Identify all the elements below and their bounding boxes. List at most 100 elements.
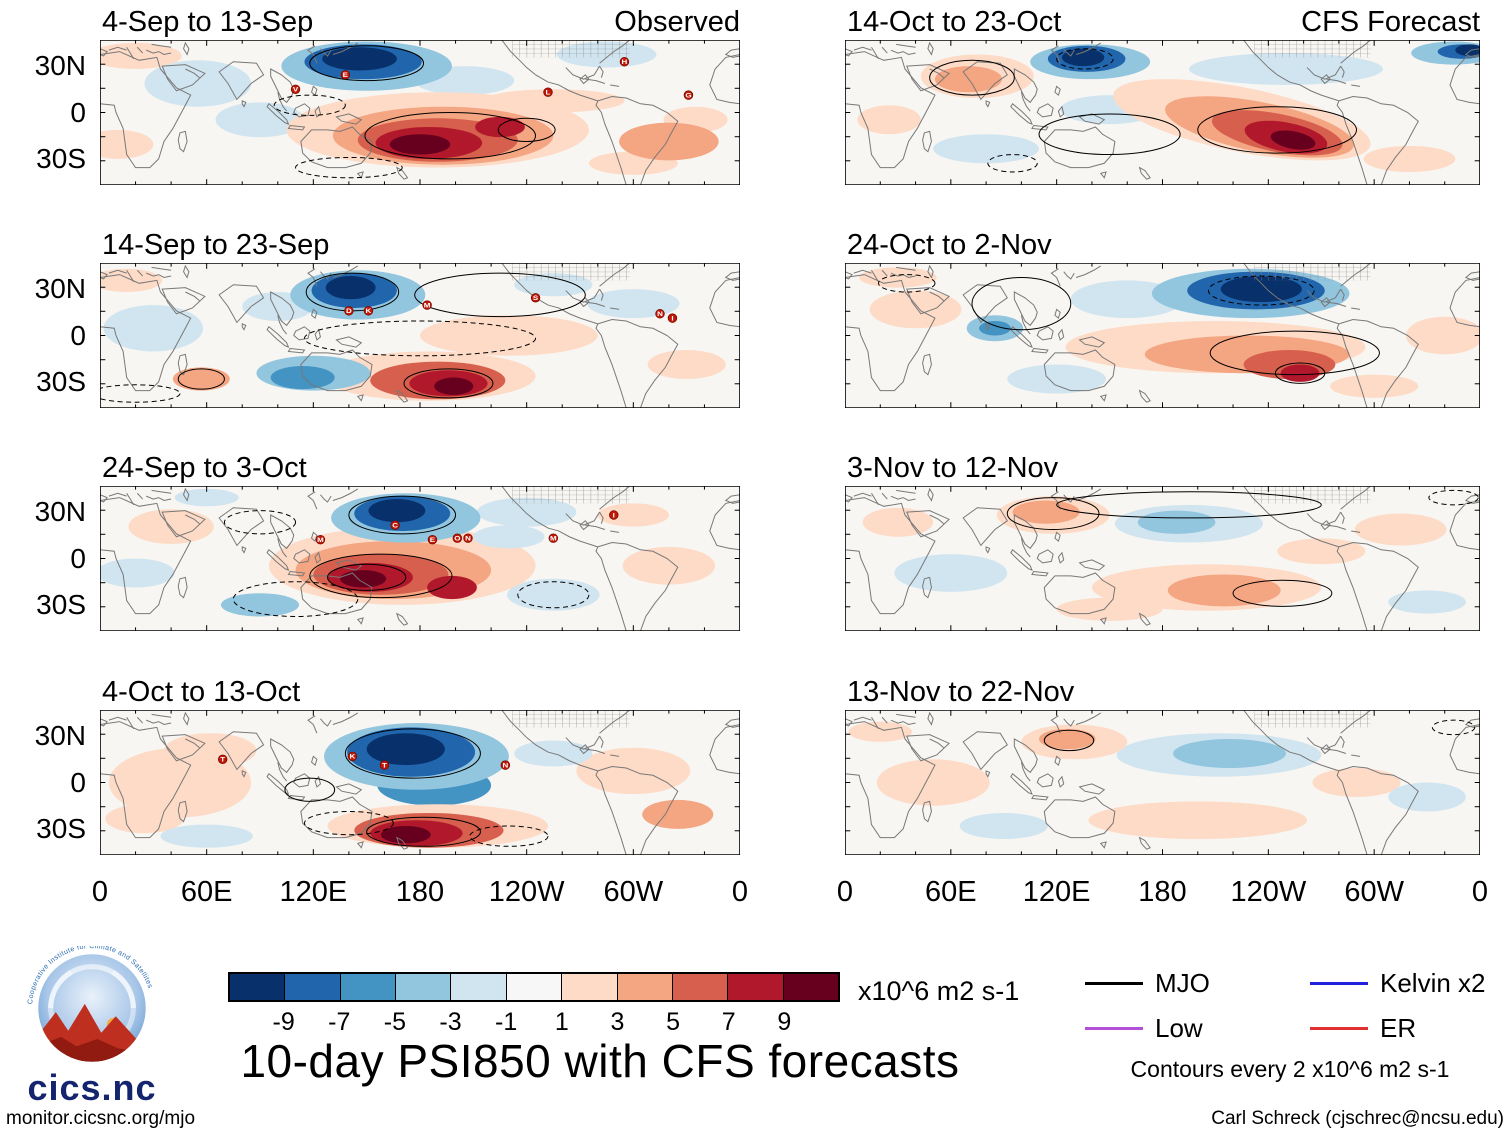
anomaly-field xyxy=(105,723,714,848)
legend-item-kelvin-x2: Kelvin x2 xyxy=(1310,968,1495,999)
ytick-label: 30S xyxy=(36,588,86,620)
legend-line xyxy=(1085,1027,1143,1030)
svg-text:D: D xyxy=(346,307,352,315)
colorbar-cell xyxy=(451,974,507,1000)
map-canvas xyxy=(845,40,1480,185)
column-header-observed: Observed xyxy=(614,6,740,38)
legend-label: MJO xyxy=(1155,968,1210,998)
svg-text:L: L xyxy=(546,88,551,96)
storm-markers: D K M S NI xyxy=(344,293,678,323)
x-axis-labels-right: 0 60E 120E 180 120W 60W 0 xyxy=(837,876,1488,914)
contour-lines xyxy=(285,729,548,846)
map-canvas xyxy=(845,710,1480,855)
x-axis-labels-left: 0 60E 120E 180 120W 60W 0 xyxy=(92,876,748,914)
colorbar-cell xyxy=(562,974,618,1000)
colorbar-cell xyxy=(506,974,563,1000)
legend-label: Low xyxy=(1155,1013,1203,1043)
colorbar-cell xyxy=(285,974,341,1000)
map-panel-forecast-3: 3-Nov to 12-Nov xyxy=(845,452,1480,631)
colorbar-tick-label: -3 xyxy=(439,1008,462,1036)
panel-title: 24-Oct to 2-Nov xyxy=(847,229,1052,261)
colorbar-cell xyxy=(617,974,673,1000)
colorbar-tick-label: 9 xyxy=(777,1008,792,1036)
svg-text:M: M xyxy=(317,536,324,544)
anomaly-field xyxy=(848,721,1466,840)
contour-lines xyxy=(100,273,585,402)
xtick-label: 0 xyxy=(731,876,749,908)
panel-title: 14-Sep to 23-Sep xyxy=(102,229,330,261)
contour-lines xyxy=(930,49,1357,172)
anomaly-field xyxy=(862,496,1466,621)
colorbar-cell xyxy=(340,974,397,1000)
panel-title: 24-Sep to 3-Oct xyxy=(102,452,307,484)
contour-lines xyxy=(879,275,1380,384)
map-canvas: D K M S NI xyxy=(100,263,740,408)
contour-legend: MJO Kelvin x2 Low ER Contours every 2 x10^6… xyxy=(1085,968,1495,1083)
ytick-label: 30N xyxy=(34,496,86,528)
colorbar-cells xyxy=(228,972,840,1002)
map-panel-forecast-1: 14-Oct to 23-Oct xyxy=(845,6,1480,185)
cics-logo: Cooperative Institute for Climate and Sa… xyxy=(8,943,176,1109)
contour-lines xyxy=(1007,490,1478,606)
logo-wordmark: cics.nc xyxy=(27,1067,157,1108)
svg-text:K: K xyxy=(350,752,357,760)
xtick-label: 0 xyxy=(836,876,854,908)
svg-text:V: V xyxy=(293,85,298,93)
svg-text:N: N xyxy=(465,534,471,542)
svg-text:K: K xyxy=(366,307,373,315)
contour-lines xyxy=(1044,720,1474,750)
ytick-label: 30S xyxy=(36,365,86,397)
anomaly-field xyxy=(100,268,726,401)
ytick-label: 30N xyxy=(34,273,86,305)
svg-text:M: M xyxy=(424,301,431,309)
svg-text:M: M xyxy=(550,534,557,542)
contour-lines xyxy=(224,496,588,616)
colorbar-cell xyxy=(396,974,452,1000)
xtick-label: 60W xyxy=(1344,876,1404,908)
footer-contact: Carl Schreck (cjschrec@ncsu.edu) xyxy=(1211,1108,1504,1129)
figure-title: 10-day PSI850 with CFS forecasts xyxy=(240,1035,960,1087)
column-header-forecast: CFS Forecast xyxy=(1301,6,1480,38)
xtick-label: 0 xyxy=(91,876,109,908)
xtick-label: 180 xyxy=(1138,876,1187,908)
map-canvas: T K T N xyxy=(100,710,740,855)
ytick-label: 0 xyxy=(70,96,86,128)
colorbar-tick-label: -5 xyxy=(383,1008,407,1036)
svg-text:N: N xyxy=(657,310,663,318)
footer-url: monitor.cicsnc.org/mjo xyxy=(6,1108,196,1129)
legend-note: Contours every 2 x10^6 m2 s-1 xyxy=(1130,1056,1450,1082)
ytick-label: 0 xyxy=(70,542,86,574)
svg-text:G: G xyxy=(685,91,692,99)
legend-item-low: Low xyxy=(1085,1013,1310,1044)
storm-markers: M C E O N M I xyxy=(315,510,619,545)
svg-text:N: N xyxy=(502,761,508,769)
panel-title: 4-Oct to 13-Oct xyxy=(102,676,301,708)
map-canvas xyxy=(845,263,1480,408)
ytick-label: 0 xyxy=(70,319,86,351)
colorbar-tick-label: 3 xyxy=(610,1008,625,1036)
map-canvas xyxy=(845,486,1480,631)
svg-text:E: E xyxy=(430,536,435,544)
map-panel-forecast-2: 24-Oct to 2-Nov xyxy=(845,229,1480,408)
axis-ticks xyxy=(845,486,1480,631)
svg-text:T: T xyxy=(382,761,387,769)
cics-logo-image: Cooperative Institute for Climate and Sa… xyxy=(27,943,153,1062)
colorbar-cell xyxy=(783,974,838,1000)
svg-text:H: H xyxy=(622,58,628,66)
xtick-label: 60W xyxy=(603,876,664,908)
colorbar: -9 -7 -5 -3 -1 1 3 5 7 9 xyxy=(228,972,840,1036)
colorbar-tick-label: -1 xyxy=(495,1008,518,1036)
xtick-label: 60E xyxy=(180,876,233,908)
legend-item-mjo: MJO xyxy=(1085,968,1310,999)
ytick-label: 30N xyxy=(34,50,86,82)
ytick-label: 30S xyxy=(36,812,86,844)
colorbar-tick-label: 1 xyxy=(554,1008,569,1036)
svg-text:S: S xyxy=(533,294,538,302)
ytick-label: 0 xyxy=(70,766,86,798)
colorbar-units: x10^6 m2 s-1 xyxy=(858,976,1020,1006)
legend-line xyxy=(1085,982,1143,985)
map-panel-observed-1: 4-Sep to 13-Sep 30N 0 30S V E L H G xyxy=(35,6,740,185)
svg-text:C: C xyxy=(392,521,399,529)
svg-text:I: I xyxy=(613,511,615,519)
